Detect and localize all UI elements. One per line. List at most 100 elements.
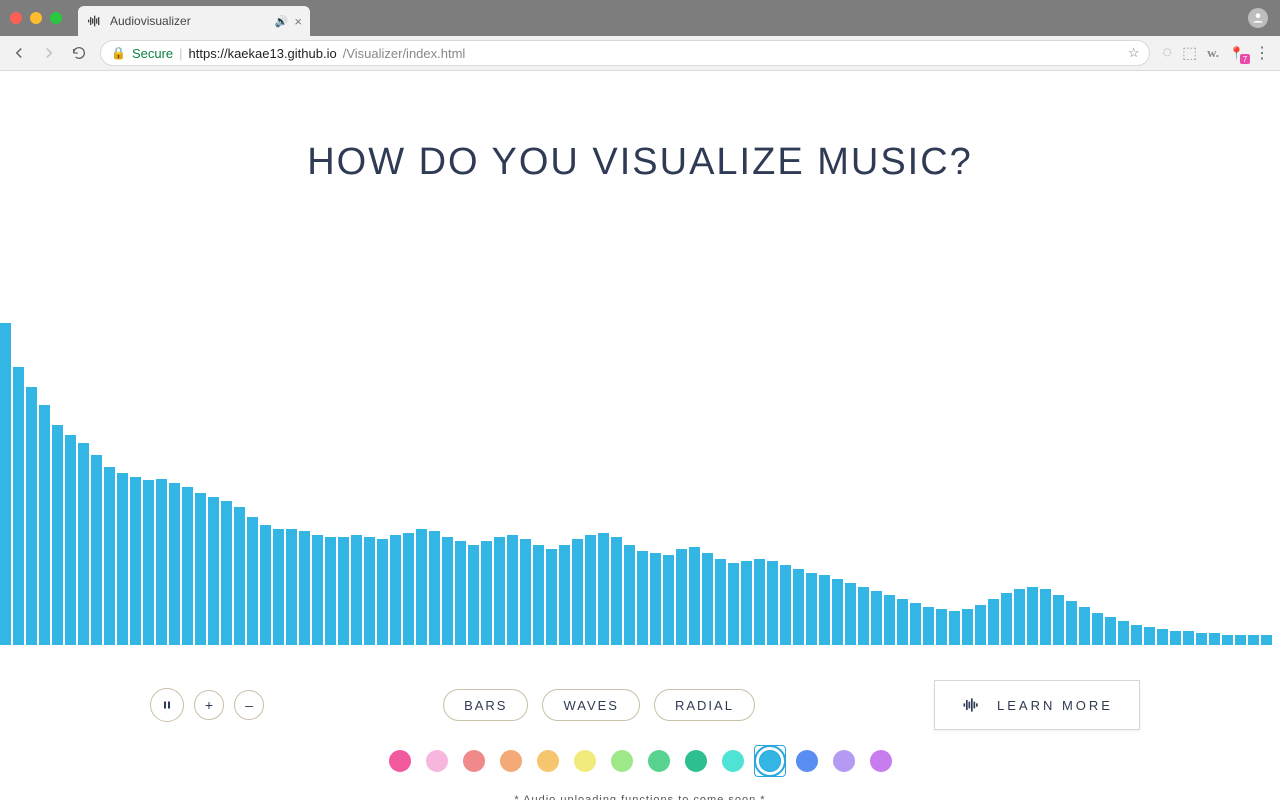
address-bar[interactable]: 🔒 Secure | https://kaekae13.github.io/Vi… [100,40,1150,66]
visualizer-bar [468,545,479,645]
visualizer-bar [715,559,726,645]
decrease-button[interactable]: – [234,690,264,720]
visualizer-bar [910,603,921,645]
visualizer-bar [1235,635,1246,645]
visualizer-bar [1105,617,1116,645]
extension-icon[interactable]: ⬚ [1182,43,1197,63]
maximize-window-icon[interactable] [50,12,62,24]
audio-visualizer-bars [0,315,1280,645]
color-swatch[interactable] [611,750,633,772]
extension-icon[interactable]: w. [1207,45,1219,61]
visualizer-bar [338,537,349,645]
visualizer-bar [1092,613,1103,645]
pause-button[interactable] [150,688,184,722]
close-tab-icon[interactable]: × [294,14,302,29]
visualizer-bar [91,455,102,645]
color-swatch[interactable] [796,750,818,772]
visualizer-bar [52,425,63,645]
visualizer-bar [1066,601,1077,645]
color-swatch[interactable] [648,750,670,772]
visualizer-bar [1261,635,1272,645]
bookmark-star-icon[interactable]: ☆ [1128,45,1140,61]
close-window-icon[interactable] [10,12,22,24]
back-button[interactable] [10,44,28,62]
visualizer-bar [1157,629,1168,645]
visualizer-bar [104,467,115,645]
color-swatch[interactable] [426,750,448,772]
browser-tab[interactable]: Audiovisualizer 🔊 × [78,6,310,36]
color-swatch[interactable] [389,750,411,772]
visualizer-bar [286,529,297,645]
visualizer-bar [520,539,531,645]
color-swatch[interactable] [833,750,855,772]
visualizer-bar [533,545,544,645]
menu-icon[interactable]: ⋮ [1254,43,1270,63]
visualizer-bar [1183,631,1194,645]
extension-icon[interactable]: ◌ [1162,44,1172,62]
soundwave-icon [961,695,981,715]
audio-playing-icon[interactable]: 🔊 [275,15,289,28]
mode-bars-button[interactable]: BARS [443,689,528,721]
visualizer-bar [325,537,336,645]
visualizer-bar [975,605,986,645]
visualizer-bar [195,493,206,645]
color-swatch[interactable] [537,750,559,772]
visualizer-bar [481,541,492,645]
visualizer-bar [637,551,648,645]
visualizer-bar [260,525,271,645]
visualizer-bar [247,517,258,645]
mode-label: BARS [464,698,507,713]
color-swatches [0,750,1280,772]
visualizer-bar [221,501,232,645]
visualizer-bar [494,537,505,645]
tab-bar: Audiovisualizer 🔊 × [0,0,1280,36]
color-swatch[interactable] [574,750,596,772]
visualizer-bar [884,595,895,645]
visualizer-bar [1144,627,1155,645]
color-swatch[interactable] [722,750,744,772]
visualizer-bar [741,561,752,645]
visualizer-bar [572,539,583,645]
visualizer-bar [1001,593,1012,645]
visualizer-bar [988,599,999,645]
visualizer-bar [897,599,908,645]
visualizer-bar [130,477,141,645]
page-title: HOW DO YOU VISUALIZE MUSIC? [0,141,1280,184]
color-swatch[interactable] [685,750,707,772]
visualizer-bar [78,443,89,645]
visualizer-bar [546,549,557,645]
visualizer-bar [442,537,453,645]
reload-button[interactable] [70,44,88,62]
visualizer-bar [780,565,791,645]
visualizer-bar [1053,595,1064,645]
controls-row: + – BARS WAVES RADIAL LEARN MORE [0,680,1280,730]
visualizer-bar [169,483,180,645]
window-traffic-lights[interactable] [10,12,62,24]
increase-button[interactable]: + [194,690,224,720]
color-swatch[interactable] [500,750,522,772]
visualizer-bar [650,553,661,645]
color-swatch[interactable] [759,750,781,772]
color-swatch[interactable] [870,750,892,772]
learn-more-button[interactable]: LEARN MORE [934,680,1140,730]
color-swatch[interactable] [463,750,485,772]
plus-label: + [205,697,213,713]
pinterest-extension-icon[interactable]: 📍7 [1229,46,1244,60]
minimize-window-icon[interactable] [30,12,42,24]
visualizer-bar [182,487,193,645]
url-host: https://kaekae13.github.io [189,46,337,61]
visualizer-bar [832,579,843,645]
visualizer-bar [117,473,128,645]
visualizer-bar [377,539,388,645]
visualizer-bar [624,545,635,645]
visualizer-bar [1209,633,1220,645]
mode-waves-button[interactable]: WAVES [542,689,640,721]
visualizer-bar [871,591,882,645]
visualizer-bar [611,537,622,645]
secure-label: Secure [132,46,173,61]
visualizer-bar [1131,625,1142,645]
profile-avatar-icon[interactable] [1248,8,1268,28]
mode-label: WAVES [563,698,619,713]
mode-radial-button[interactable]: RADIAL [654,689,755,721]
visualizer-bar [1040,589,1051,645]
